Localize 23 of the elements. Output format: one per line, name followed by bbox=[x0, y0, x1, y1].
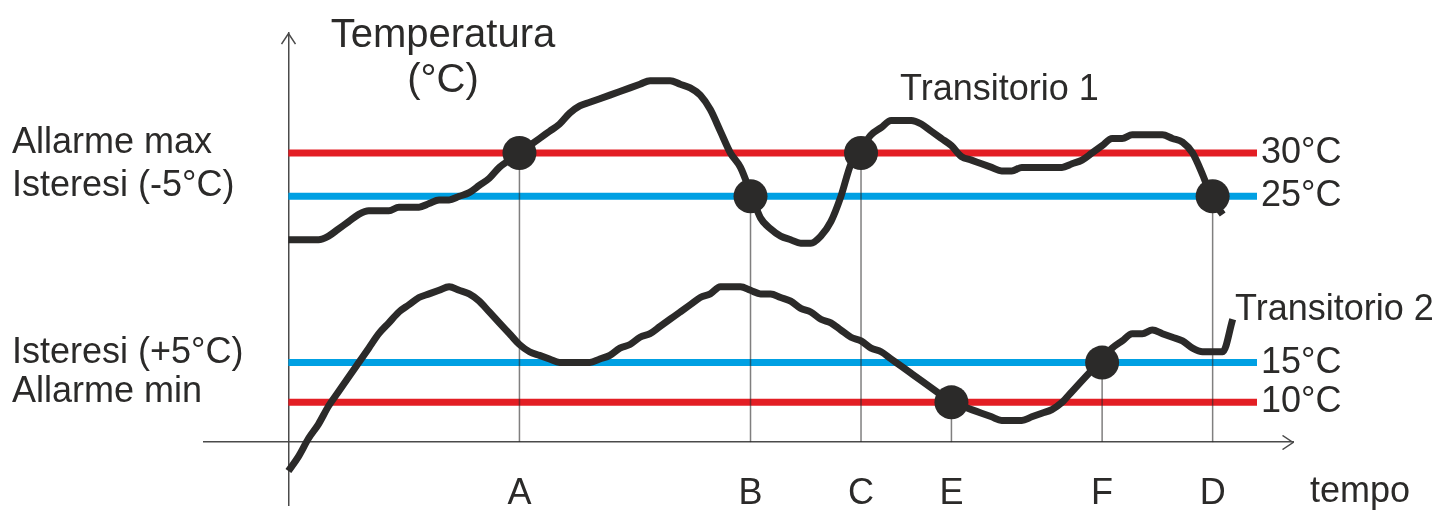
ref-line-label: 15°C bbox=[1261, 339, 1342, 381]
x-tick-label: D bbox=[1199, 470, 1226, 512]
point bbox=[934, 385, 969, 420]
x-tick-label: F bbox=[1091, 470, 1114, 512]
text: Allarme max bbox=[12, 119, 213, 161]
x-tick-label: C bbox=[848, 470, 875, 512]
y-axis-title: Temperatura (°C) bbox=[330, 11, 557, 100]
ref-line-label: 30°C bbox=[1261, 129, 1342, 171]
x-tick-label: E bbox=[939, 470, 964, 512]
text: Isteresi (+5°C) bbox=[12, 329, 244, 371]
point bbox=[502, 135, 537, 170]
point bbox=[733, 179, 768, 214]
ref-line-label: 10°C bbox=[1261, 379, 1342, 421]
x-tick-label: B bbox=[738, 470, 763, 512]
text: Isteresi (-5°C) bbox=[12, 163, 235, 205]
x-axis-title: tempo bbox=[1310, 469, 1411, 510]
x-tick-label: A bbox=[507, 470, 532, 512]
point bbox=[1195, 179, 1230, 214]
point bbox=[1085, 345, 1120, 380]
point bbox=[844, 135, 879, 170]
ref-line-label: 25°C bbox=[1261, 173, 1342, 215]
series-label: Transitorio 1 bbox=[900, 67, 1099, 108]
series-label: Transitorio 2 bbox=[1235, 287, 1434, 328]
